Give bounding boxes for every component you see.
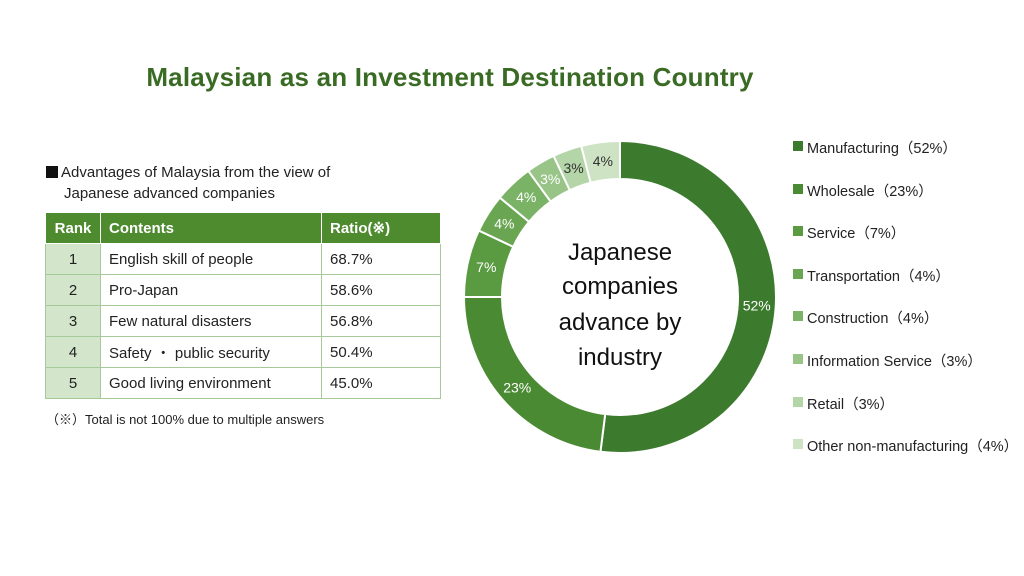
center-label-line-4: industry xyxy=(578,344,662,371)
data-label-transportation: 4% xyxy=(494,216,514,232)
cell-ratio: 56.8% xyxy=(321,305,441,337)
legend-label: Information Service（3%） xyxy=(807,353,982,370)
cell-rank: 5 xyxy=(45,367,101,399)
legend-swatch xyxy=(793,226,803,237)
footnote: （※）Total is not 100% due to multiple ans… xyxy=(46,412,325,427)
legend-swatch xyxy=(793,141,803,151)
data-label-information-service: 3% xyxy=(540,171,560,187)
square-bullet-icon xyxy=(46,166,58,178)
data-label-construction: 4% xyxy=(516,189,536,205)
data-label-retail: 3% xyxy=(563,160,583,176)
data-label-other-non-manufacturing: 4% xyxy=(593,153,613,169)
cell-contents: English skill of people xyxy=(100,243,322,275)
cell-contents: Good living environment xyxy=(100,367,322,399)
table-row: 5 Good living environment 45.0% xyxy=(45,367,441,399)
center-label-line-1: Japanese xyxy=(568,239,672,266)
legend-item: Wholesale（23%） xyxy=(793,180,1018,223)
legend-label: Construction（4%） xyxy=(807,311,939,328)
legend-label: Manufacturing（52%） xyxy=(807,141,957,157)
cell-contents: Few natural disasters xyxy=(100,305,322,337)
advantages-table: Rank Contents Ratio(※) 1 English skill o… xyxy=(45,212,441,399)
legend-swatch xyxy=(793,439,803,450)
center-label-line-2: companies xyxy=(562,273,678,300)
column-header-ratio: Ratio(※) xyxy=(321,212,441,244)
data-label-manufacturing: 52% xyxy=(743,298,771,314)
data-label-service: 7% xyxy=(476,259,496,275)
legend-swatch xyxy=(793,183,803,194)
cell-rank: 4 xyxy=(45,336,101,368)
legend-label: Other non-manufacturing（4%） xyxy=(807,439,1019,456)
legend-item: Construction（4%） xyxy=(793,307,1018,350)
cell-ratio: 45.0% xyxy=(321,367,441,399)
legend-label: Transportation（4%） xyxy=(807,268,950,285)
cell-contents: Pro-Japan xyxy=(100,274,322,306)
table-row: 2 Pro-Japan 58.6% xyxy=(45,274,441,306)
column-header-rank: Rank xyxy=(45,212,101,244)
legend-label: Retail（3%） xyxy=(807,396,895,413)
chart-legend: Manufacturing（52%） Wholesale（23%） Service（… xyxy=(793,137,1018,478)
page-title: Malaysian as an Investment Destination C… xyxy=(146,62,754,92)
legend-label: Service（7%） xyxy=(807,226,906,243)
cell-rank: 3 xyxy=(45,305,101,337)
center-label-line-3: advance by xyxy=(559,309,682,336)
legend-label: Wholesale（23%） xyxy=(807,183,933,200)
legend-item: Information Service（3%） xyxy=(793,350,1018,393)
donut-slice-manufacturing xyxy=(599,139,777,454)
legend-item: Service（7%） xyxy=(793,222,1018,265)
legend-item: Manufacturing（52%） xyxy=(793,137,1018,180)
donut-slices xyxy=(462,139,777,454)
legend-item: Retail（3%） xyxy=(793,393,1018,436)
legend-item: Transportation（4%） xyxy=(793,265,1018,308)
table-header-row: Rank Contents Ratio(※) xyxy=(45,212,441,244)
donut-slice-other-non-manufacturing xyxy=(579,139,621,184)
legend-swatch xyxy=(793,268,803,279)
cell-ratio: 58.6% xyxy=(321,274,441,306)
legend-swatch xyxy=(793,353,803,364)
legend-swatch xyxy=(793,396,803,407)
advantages-heading: Advantages of Malaysia from the view of … xyxy=(46,162,446,204)
column-header-contents: Contents xyxy=(100,212,322,244)
data-label-wholesale: 23% xyxy=(503,380,531,396)
cell-ratio: 68.7% xyxy=(321,243,441,275)
legend-swatch xyxy=(793,311,803,322)
legend-item: Other non-manufacturing（4%） xyxy=(793,435,1018,478)
donut-data-labels: 52%23%7%4%4%3%3% 4% xyxy=(476,153,771,396)
table-row: 3 Few natural disasters 56.8% xyxy=(45,305,441,337)
